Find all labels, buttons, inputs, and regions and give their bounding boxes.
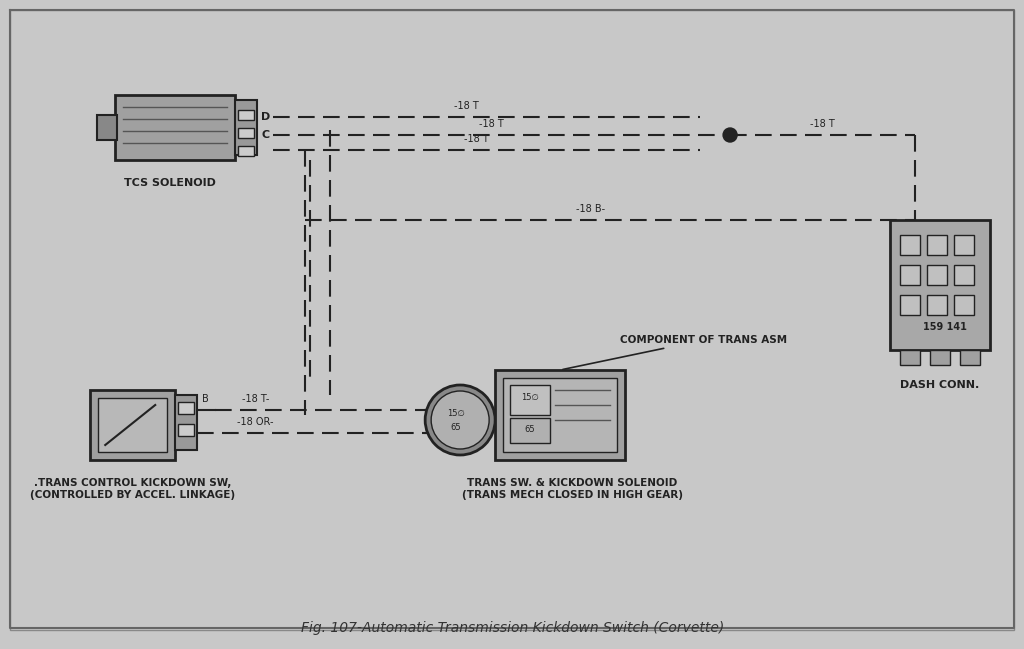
FancyBboxPatch shape xyxy=(10,10,1014,630)
Text: 159 141: 159 141 xyxy=(923,322,967,332)
FancyBboxPatch shape xyxy=(116,95,236,160)
Text: (CONTROLLED BY ACCEL. LINKAGE): (CONTROLLED BY ACCEL. LINKAGE) xyxy=(30,490,234,500)
FancyBboxPatch shape xyxy=(927,235,947,255)
FancyBboxPatch shape xyxy=(900,295,920,315)
FancyBboxPatch shape xyxy=(890,220,990,350)
Text: -18 T: -18 T xyxy=(810,119,835,129)
FancyBboxPatch shape xyxy=(496,370,625,460)
Text: 15∅: 15∅ xyxy=(521,393,539,402)
Circle shape xyxy=(425,385,496,455)
FancyBboxPatch shape xyxy=(961,350,980,365)
FancyBboxPatch shape xyxy=(930,350,950,365)
Circle shape xyxy=(431,391,489,449)
Text: C: C xyxy=(261,130,269,140)
FancyBboxPatch shape xyxy=(236,100,257,155)
FancyBboxPatch shape xyxy=(900,265,920,285)
FancyBboxPatch shape xyxy=(510,385,550,415)
FancyBboxPatch shape xyxy=(178,402,195,414)
Text: (TRANS MECH CLOSED IN HIGH GEAR): (TRANS MECH CLOSED IN HIGH GEAR) xyxy=(462,490,683,500)
Circle shape xyxy=(723,128,737,142)
Text: B: B xyxy=(202,394,209,404)
FancyBboxPatch shape xyxy=(90,390,175,460)
Text: D: D xyxy=(261,112,270,122)
Text: -18 T: -18 T xyxy=(479,119,504,129)
FancyBboxPatch shape xyxy=(98,398,167,452)
Text: TRANS SW. & KICKDOWN SOLENOID: TRANS SW. & KICKDOWN SOLENOID xyxy=(467,478,677,488)
FancyBboxPatch shape xyxy=(900,235,920,255)
FancyBboxPatch shape xyxy=(954,295,974,315)
FancyBboxPatch shape xyxy=(510,418,550,443)
Text: 65: 65 xyxy=(451,424,462,432)
Text: .TRANS CONTROL KICKDOWN SW,: .TRANS CONTROL KICKDOWN SW, xyxy=(34,478,231,488)
FancyBboxPatch shape xyxy=(503,378,617,452)
FancyBboxPatch shape xyxy=(927,265,947,285)
Text: -18 OR-: -18 OR- xyxy=(237,417,273,427)
FancyBboxPatch shape xyxy=(178,424,195,436)
Text: COMPONENT OF TRANS ASM: COMPONENT OF TRANS ASM xyxy=(563,335,787,369)
Text: Fig. 107-Automatic Transmission Kickdown Switch (Corvette): Fig. 107-Automatic Transmission Kickdown… xyxy=(300,621,724,635)
Text: -18 T: -18 T xyxy=(464,134,488,144)
FancyBboxPatch shape xyxy=(900,350,920,365)
FancyBboxPatch shape xyxy=(927,295,947,315)
Text: -18 T-: -18 T- xyxy=(242,394,269,404)
FancyBboxPatch shape xyxy=(175,395,198,450)
Text: -18 B-: -18 B- xyxy=(575,204,605,214)
FancyBboxPatch shape xyxy=(239,146,254,156)
FancyBboxPatch shape xyxy=(239,110,254,120)
FancyBboxPatch shape xyxy=(954,265,974,285)
FancyBboxPatch shape xyxy=(954,235,974,255)
Text: 15∅: 15∅ xyxy=(447,410,465,419)
Text: DASH CONN.: DASH CONN. xyxy=(900,380,980,390)
Text: TCS SOLENOID: TCS SOLENOID xyxy=(124,178,216,188)
FancyBboxPatch shape xyxy=(97,115,117,140)
Text: 65: 65 xyxy=(525,426,536,434)
FancyBboxPatch shape xyxy=(239,128,254,138)
Text: -18 T: -18 T xyxy=(454,101,478,111)
